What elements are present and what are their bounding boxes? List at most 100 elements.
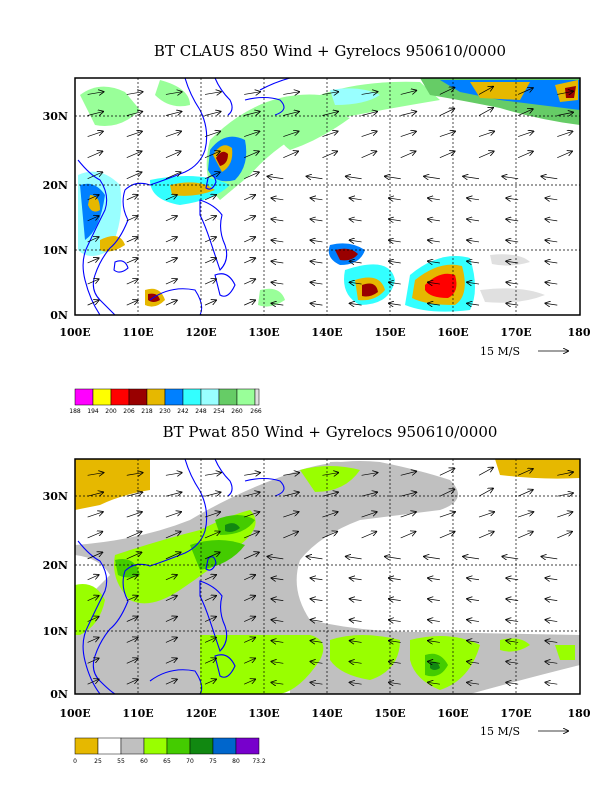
wind-vector [126,216,138,222]
wind-vector [389,641,401,643]
wind-vector [439,109,454,116]
wind-vector [126,131,142,137]
wind-vector [87,492,104,497]
pwat-wind-vectors [87,468,573,685]
wind-vector [389,261,401,263]
wind-vector [400,90,417,95]
wind-vector [389,662,401,664]
wind-vector [506,662,519,664]
wind-vector [271,578,284,580]
wind-vector [428,662,440,664]
wind-vector [87,237,99,243]
wind-vector [389,578,401,580]
wind-vector [346,176,362,178]
wind-vector [322,92,338,95]
panel-title: BT CLAUS 850 Wind + Gyrelocs 950610/0000 [154,42,506,60]
legend-label: 248 [195,408,207,415]
wind-vector [361,512,377,518]
legend-label: 60 [140,758,148,765]
panel-title: BT Pwat 850 Wind + Gyrelocs 950610/0000 [163,423,498,441]
wind-vector [545,282,558,284]
legend-label: 65 [163,758,171,765]
wind-vector [517,469,533,476]
wind-vector [165,258,177,264]
wind-vector [87,658,99,664]
wind-vector [204,492,221,497]
wind-vector [467,219,480,221]
wind-vector [311,261,323,263]
wind-vector [165,172,181,180]
x-tick: 140E [311,326,342,339]
wind-vector [541,557,558,559]
legend-label: 73.2 [252,758,266,765]
wind-vector [428,620,440,622]
x-axis-ticks: 100E 110E 120E 130E 140E 150E 160E 170E … [59,326,591,339]
wind-vector [506,282,519,284]
wind-vector [87,112,104,116]
map-frame [74,458,581,695]
wind-vector [87,679,99,685]
y-tick: 10N [43,244,68,257]
wind-vector [518,131,533,137]
wind-vector [204,473,221,476]
wind-vector [506,303,519,305]
wind-vector [204,92,221,95]
legend-label: 242 [177,408,189,415]
wind-vector [311,620,323,622]
wind-vector [467,240,480,242]
wind-vector [271,682,284,684]
wind-vector [244,532,259,539]
wind-vector [283,492,299,497]
wind-vector [506,219,519,221]
wind-vector [87,532,103,539]
wind-vector [244,279,255,285]
wind-vector [350,578,362,580]
wind-vector [244,552,259,560]
wind-vector [467,261,480,263]
wind-vector [517,109,533,116]
wind-vector [87,195,99,201]
legend-label: 0 [73,758,77,765]
x-tick: 130E [248,707,279,720]
wind-vector [271,599,284,601]
wind-vector [126,279,138,285]
wind-vector [87,172,103,180]
wind-vector [311,578,323,580]
wind-vector [165,596,177,601]
wind-vector [267,557,284,559]
wind-vector [439,532,455,539]
wind-vector [244,679,255,685]
legend-label: 218 [141,408,153,415]
wind-vector [506,620,519,622]
wind-vector [557,493,573,496]
wind-vector [271,282,284,284]
wind-vector [518,512,533,518]
wind-vector [428,682,440,684]
wind-vector [271,662,284,664]
y-tick: 20N [43,559,68,572]
wind-vector [204,300,216,306]
wind-vector [244,237,255,243]
wind-vector [204,638,216,643]
wind-vector [557,472,573,475]
legend-label: 194 [87,408,99,415]
pwat-shading [75,459,580,694]
wind-vector [165,532,181,539]
wind-vector [350,282,362,284]
wind-vector [467,282,480,284]
wind-vector [467,198,480,200]
x-tick: 150E [374,326,405,339]
wind-vector [502,557,519,559]
legend-label: 80 [232,758,240,765]
wind-vector [311,599,323,601]
wind-vector [165,617,177,622]
wind-vector [467,303,480,305]
wind-vector [428,599,440,601]
wind-vector [165,679,177,685]
wind-vector [126,552,142,560]
wind-vector [126,473,143,476]
x-tick: 180 [568,707,591,720]
wind-vector [478,87,493,95]
wind-vector [322,492,338,497]
